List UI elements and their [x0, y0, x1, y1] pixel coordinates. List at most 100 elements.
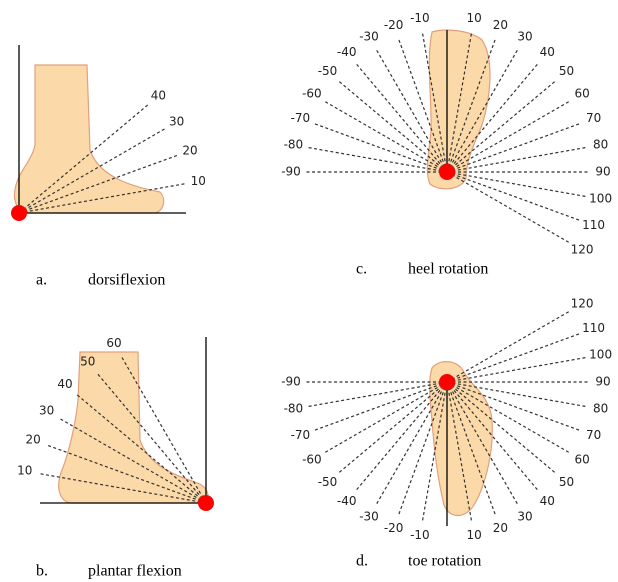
angle-ray — [75, 393, 207, 504]
angle-label: 30 — [517, 29, 532, 43]
foot-d — [429, 361, 493, 517]
angle-ray — [355, 381, 448, 492]
angle-label: 20 — [493, 521, 508, 535]
angle-ray — [446, 356, 587, 383]
angle-label: 110 — [582, 321, 605, 335]
angle-ray — [446, 62, 539, 173]
caption: toe rotation — [408, 553, 481, 570]
caption-letter: a. — [36, 272, 47, 289]
angle-label: 80 — [593, 402, 608, 416]
angle-label: -50 — [318, 475, 338, 489]
angle-label: -90 — [281, 375, 301, 389]
angle-ray — [323, 381, 448, 454]
angle-label: -50 — [318, 64, 338, 78]
angle-ray — [446, 80, 557, 173]
angle-label: 30 — [517, 510, 532, 524]
angle-label: 50 — [80, 355, 95, 369]
angle-ray — [446, 146, 587, 173]
angle-ray — [18, 128, 165, 214]
angle-ray — [313, 122, 448, 173]
angle-label: 120 — [571, 297, 594, 311]
angle-label: 70 — [586, 111, 601, 125]
pivot-dot — [439, 164, 455, 180]
foot-b — [58, 351, 209, 504]
angle-ray — [446, 381, 571, 454]
angle-label: 110 — [582, 218, 605, 232]
angle-ray — [446, 381, 473, 522]
angle-ray — [446, 310, 571, 383]
angle-ray — [421, 381, 448, 522]
angle-ray — [446, 332, 581, 383]
angle-label: 20 — [182, 143, 197, 157]
angle-ray — [120, 355, 207, 504]
angle-ray — [313, 381, 448, 432]
angle-label: 10 — [17, 464, 32, 478]
angle-label: 50 — [559, 475, 574, 489]
caption-letter: d. — [356, 553, 368, 570]
angle-ray — [375, 381, 448, 506]
caption-letter: b. — [36, 563, 48, 580]
angle-ray — [446, 381, 539, 492]
angle-ray — [18, 183, 185, 214]
angle-ray — [307, 381, 448, 408]
angle-label: 90 — [595, 165, 610, 179]
angle-label: 100 — [589, 192, 612, 206]
angle-ray — [446, 171, 571, 244]
angle-label: 80 — [593, 137, 608, 151]
angle-label: -30 — [359, 29, 379, 43]
pivot-dot — [439, 374, 455, 390]
angle-ray — [18, 104, 149, 214]
angle-ray — [446, 38, 497, 173]
diagram — [13, 29, 493, 526]
angle-ray — [375, 48, 448, 173]
angle-ray — [337, 381, 448, 474]
angle-label: -60 — [302, 453, 322, 467]
angle-label: -60 — [302, 87, 322, 101]
angle-label: 60 — [574, 453, 589, 467]
angle-label: 40 — [57, 377, 72, 391]
angle-label: -80 — [284, 402, 304, 416]
angle-label: 20 — [25, 433, 40, 447]
caption-letter: c. — [356, 261, 367, 278]
angle-label: -30 — [359, 510, 379, 524]
angle-ray — [446, 122, 581, 173]
angle-label: 50 — [559, 64, 574, 78]
angle-label: -20 — [384, 18, 404, 32]
angle-ray — [323, 100, 448, 173]
angle-label: 100 — [589, 347, 612, 361]
angle-ray — [446, 100, 571, 173]
angle-ray — [18, 154, 178, 214]
angle-ray — [446, 381, 587, 408]
caption: dorsiflexion — [88, 272, 165, 289]
angle-ray — [397, 38, 448, 173]
angle-label: 120 — [571, 243, 594, 257]
angle-label: -70 — [291, 428, 311, 442]
angle-label: 20 — [493, 18, 508, 32]
caption: heel rotation — [408, 261, 488, 278]
angle-label: 30 — [169, 115, 184, 129]
angle-label: -10 — [410, 11, 430, 25]
angle-label: -40 — [337, 494, 357, 508]
angle-label: 10 — [191, 174, 206, 188]
pivot-dot — [11, 205, 27, 221]
angle-ray — [96, 372, 207, 504]
foot-a — [13, 64, 165, 214]
angle-label: -90 — [281, 165, 301, 179]
angle-ray — [46, 444, 207, 504]
angle-label: -20 — [384, 521, 404, 535]
angle-label: 10 — [466, 528, 481, 542]
angle-label: 60 — [574, 87, 589, 101]
angle-ray — [446, 381, 581, 432]
angle-ray — [446, 381, 497, 516]
caption: plantar flexion — [88, 563, 182, 580]
pivot-dot — [198, 495, 214, 511]
angle-ray — [421, 32, 448, 173]
angle-ray — [307, 146, 448, 173]
angle-label: -10 — [410, 528, 430, 542]
angle-ray — [446, 171, 581, 222]
angle-ray — [446, 381, 519, 506]
angle-label: 40 — [540, 494, 555, 508]
angle-ray — [337, 80, 448, 173]
angle-label: 40 — [540, 45, 555, 59]
